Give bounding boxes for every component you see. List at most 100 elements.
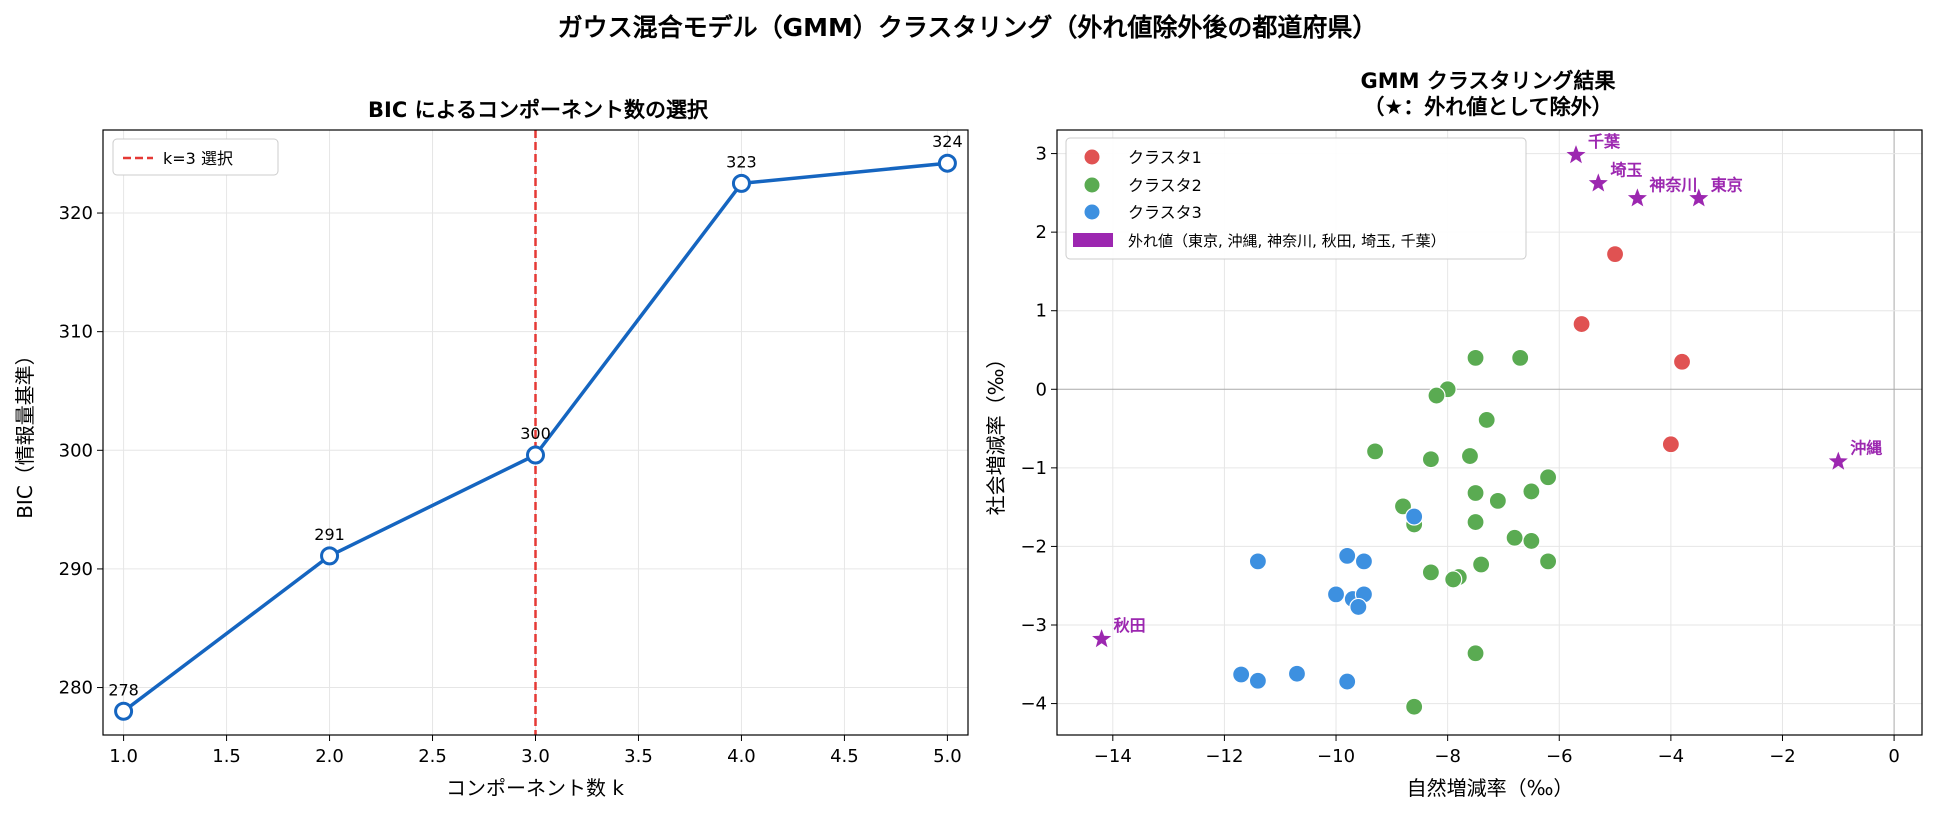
bic-ylabel: BIC（情報量基準） xyxy=(13,345,37,519)
scatter-chart-title-line2: （★：外れ値として除外） xyxy=(1363,95,1612,119)
bic-xtick-label: 1.0 xyxy=(109,746,138,767)
legend-cluster3-label: クラスタ3 xyxy=(1128,203,1202,222)
bic-xtick-label: 1.5 xyxy=(212,746,241,767)
outlier-star-icon xyxy=(1828,451,1848,470)
scatter-xtick-label: −2 xyxy=(1769,746,1796,767)
cluster2-point xyxy=(1538,552,1558,571)
cluster2-point xyxy=(1393,497,1413,516)
cluster2-point xyxy=(1466,483,1485,503)
bic-xtick-label: 5.0 xyxy=(933,746,962,767)
cluster2-point xyxy=(1365,442,1385,461)
cluster1-point xyxy=(1572,314,1591,334)
scatter-xlabel: 自然増減率（‰） xyxy=(1407,776,1574,800)
bic-ytick-label: 300 xyxy=(59,440,93,461)
cluster3-point xyxy=(1354,552,1374,571)
figure-title: ガウス混合モデル（GMM）クラスタリング（外れ値除外後の都道府県） xyxy=(557,13,1378,42)
scatter-axes-frame xyxy=(1056,129,1923,736)
scatter-xtick-label: −4 xyxy=(1658,746,1685,767)
cluster2-point xyxy=(1405,697,1424,716)
outlier-label: 東京 xyxy=(1711,175,1743,194)
bic-xlabel: コンポーネント数 k xyxy=(446,776,624,800)
scatter-xtick-label: −6 xyxy=(1546,746,1573,767)
bic-legend-label: k=3 選択 xyxy=(163,149,233,168)
cluster2-point xyxy=(1511,348,1530,367)
legend-outlier-label: 外れ値（東京, 沖縄, 神奈川, 秋田, 埼玉, 千葉） xyxy=(1128,232,1446,250)
outlier-star-icon xyxy=(1689,188,1709,207)
bic-xtick-label: 4.0 xyxy=(727,746,756,767)
bic-ticks: 1.0 1.5 2.0 2.5 3.0 3.5 4.0 4.5 5.0 280 290 300 310 3… xyxy=(59,203,962,767)
scatter-legend: クラスタ1 クラスタ2 クラスタ3 外れ値（東京, 沖縄, 神奈川, 秋田, 埼… xyxy=(1065,137,1527,260)
bic-legend-box xyxy=(112,138,279,176)
bic-ytick-label: 310 xyxy=(59,322,93,343)
cluster2-point xyxy=(1522,482,1541,501)
cluster3-point xyxy=(1326,585,1346,604)
scatter-ytick-label: −3 xyxy=(1020,615,1047,636)
cluster2-point xyxy=(1466,644,1485,663)
cluster2-point xyxy=(1488,491,1507,510)
legend-cluster1-label: クラスタ1 xyxy=(1128,148,1202,167)
outlier-label: 神奈川 xyxy=(1649,175,1697,194)
bic-data-label: 300 xyxy=(520,424,551,443)
cluster2-point xyxy=(1466,348,1485,367)
scatter-ytick-label: 0 xyxy=(1036,379,1047,400)
cluster2-point xyxy=(1538,468,1558,487)
cluster1-point xyxy=(1661,435,1680,454)
bic-xtick-label: 3.5 xyxy=(624,746,653,767)
cluster2-point xyxy=(1427,386,1446,405)
bic-data-label: 324 xyxy=(932,132,963,151)
bic-data-label: 278 xyxy=(108,680,139,699)
cluster2-point xyxy=(1421,563,1441,582)
scatter-xtick-label: −12 xyxy=(1205,746,1243,767)
outlier-star-icon xyxy=(1588,173,1608,192)
cluster2-point xyxy=(1505,528,1524,547)
scatter-xtick-label: 0 xyxy=(1888,746,1899,767)
cluster3-point xyxy=(1338,672,1357,691)
bic-axes-frame xyxy=(102,129,969,736)
bic-ytick-label: 290 xyxy=(59,559,93,580)
cluster3-point xyxy=(1248,552,1268,571)
bic-ytick-label: 280 xyxy=(59,678,93,699)
bic-point xyxy=(114,701,134,721)
cluster2-point xyxy=(1472,555,1491,574)
bic-ytick-label: 320 xyxy=(59,203,93,224)
outlier-label: 埼玉 xyxy=(1610,160,1642,179)
scatter-ylabel: 社会増減率（‰） xyxy=(984,349,1008,516)
bic-data-label: 291 xyxy=(314,525,345,544)
scatter-legend-box xyxy=(1065,137,1527,260)
scatter-ytick-label: 3 xyxy=(1036,144,1047,165)
cluster2-point xyxy=(1522,531,1541,551)
cluster2-point xyxy=(1477,410,1496,430)
legend-cluster1-marker-icon xyxy=(1083,148,1101,166)
cluster3-point xyxy=(1287,664,1307,683)
legend-cluster2-marker-icon xyxy=(1083,176,1101,194)
bic-point xyxy=(731,173,751,193)
cluster2-point xyxy=(1460,446,1480,466)
scatter-ytick-label: −1 xyxy=(1020,458,1047,479)
cluster3-point xyxy=(1405,507,1424,526)
bic-xtick-label: 2.0 xyxy=(315,746,344,767)
bic-xtick-label: 3.0 xyxy=(521,746,550,767)
scatter-ytick-label: 2 xyxy=(1036,222,1047,243)
cluster3-point xyxy=(1349,597,1368,617)
scatter-xtick-label: −14 xyxy=(1094,746,1132,767)
legend-cluster3-marker-icon xyxy=(1083,203,1101,221)
cluster3-point xyxy=(1338,546,1357,565)
outlier-label: 千葉 xyxy=(1588,132,1621,151)
outlier-star-icon xyxy=(1092,629,1112,648)
scatter-chart-title-line1: GMM クラスタリング結果 xyxy=(1361,69,1616,93)
scatter-xtick-label: −10 xyxy=(1317,746,1355,767)
outlier-star-icon xyxy=(1627,188,1647,207)
cluster1-point xyxy=(1672,352,1692,371)
cluster2-point xyxy=(1421,450,1441,469)
bic-xtick-label: 4.5 xyxy=(830,746,859,767)
cluster3-point xyxy=(1232,665,1251,684)
cluster1-point xyxy=(1605,245,1625,264)
bic-xtick-label: 2.5 xyxy=(418,746,447,767)
bic-series: 278 291 300 323 324 xyxy=(108,130,963,735)
legend-outlier-swatch-icon xyxy=(1073,233,1113,247)
scatter-ytick-label: 1 xyxy=(1036,301,1047,322)
bic-chart-title: BIC によるコンポーネント数の選択 xyxy=(368,98,709,122)
